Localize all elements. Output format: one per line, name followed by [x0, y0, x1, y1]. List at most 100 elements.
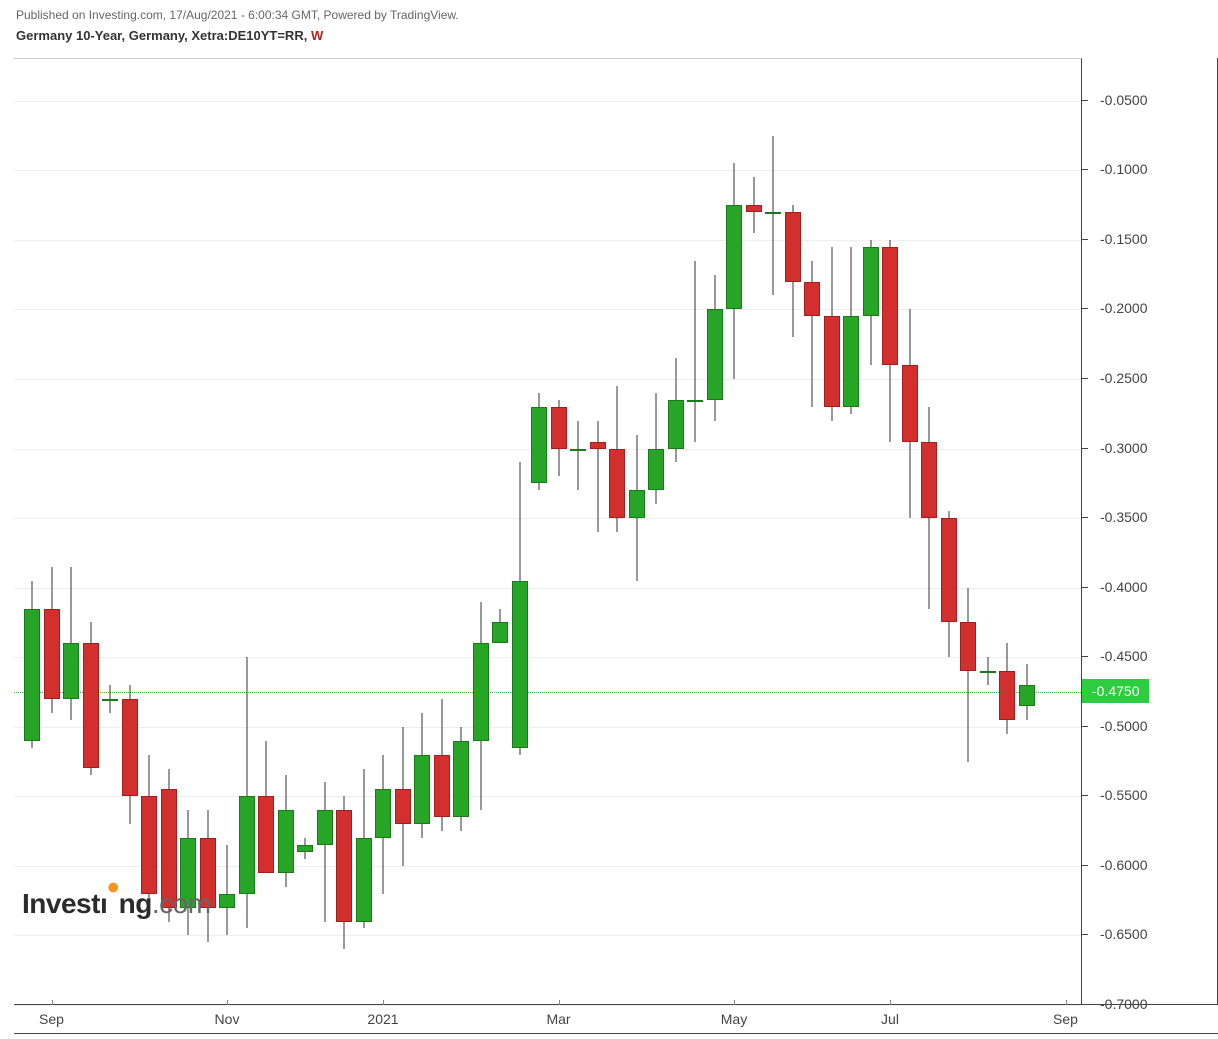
candle[interactable]: [785, 59, 801, 1005]
x-tick: [1066, 1000, 1067, 1005]
candle[interactable]: [161, 59, 177, 1005]
y-tick: [1082, 795, 1088, 796]
x-axis-label: 2021: [367, 1011, 398, 1027]
candle[interactable]: [395, 59, 411, 1005]
candle[interactable]: [336, 59, 352, 1005]
y-axis[interactable]: -0.0500-0.1000-0.1500-0.2000-0.2500-0.30…: [1082, 58, 1218, 1004]
candle[interactable]: [512, 59, 528, 1005]
candle[interactable]: [200, 59, 216, 1005]
candle-body-up: [570, 449, 586, 451]
y-axis-label: -0.6000: [1100, 857, 1147, 873]
x-axis-right-spacer: [1082, 1004, 1218, 1034]
x-axis[interactable]: SepNov2021MarMayJulSep: [14, 1004, 1082, 1034]
x-axis-label: Nov: [215, 1011, 240, 1027]
candle[interactable]: [648, 59, 664, 1005]
candle[interactable]: [824, 59, 840, 1005]
candle[interactable]: [960, 59, 976, 1005]
candle[interactable]: [882, 59, 898, 1005]
candle[interactable]: [258, 59, 274, 1005]
candle-body-up: [765, 212, 781, 214]
candle-body-down: [746, 205, 762, 212]
candle[interactable]: [863, 59, 879, 1005]
candle-wick: [578, 421, 579, 491]
candle-body-up: [278, 810, 294, 873]
candle[interactable]: [180, 59, 196, 1005]
candle[interactable]: [590, 59, 606, 1005]
candle[interactable]: [414, 59, 430, 1005]
candle-body-up: [648, 449, 664, 491]
candle[interactable]: [804, 59, 820, 1005]
candle[interactable]: [83, 59, 99, 1005]
plot-area[interactable]: [14, 58, 1082, 1004]
candle[interactable]: [24, 59, 40, 1005]
candle[interactable]: [687, 59, 703, 1005]
candle[interactable]: [668, 59, 684, 1005]
candle[interactable]: [570, 59, 586, 1005]
candle-body-up: [531, 407, 547, 484]
candle[interactable]: [122, 59, 138, 1005]
candle[interactable]: [765, 59, 781, 1005]
candle-wick: [597, 421, 598, 532]
candle-body-up: [843, 316, 859, 406]
candle-body-down: [882, 247, 898, 365]
candle[interactable]: [453, 59, 469, 1005]
candle[interactable]: [707, 59, 723, 1005]
y-axis-label: -0.3500: [1100, 509, 1147, 525]
candle-wick: [324, 782, 325, 921]
candle[interactable]: [473, 59, 489, 1005]
candle[interactable]: [941, 59, 957, 1005]
candle-body-up: [356, 838, 372, 921]
candle[interactable]: [375, 59, 391, 1005]
candle[interactable]: [297, 59, 313, 1005]
candle[interactable]: [746, 59, 762, 1005]
y-tick: [1082, 448, 1088, 449]
candle[interactable]: [434, 59, 450, 1005]
candle-body-down: [824, 316, 840, 406]
candle[interactable]: [63, 59, 79, 1005]
candle[interactable]: [356, 59, 372, 1005]
y-axis-label: -0.4000: [1100, 579, 1147, 595]
candle[interactable]: [551, 59, 567, 1005]
title-text: Germany 10-Year, Germany, Xetra:DE10YT=R…: [16, 28, 311, 43]
x-tick: [559, 1000, 560, 1005]
candle[interactable]: [629, 59, 645, 1005]
candle[interactable]: [999, 59, 1015, 1005]
wm-dot-icon: •: [107, 869, 118, 907]
candle[interactable]: [531, 59, 547, 1005]
y-tick: [1082, 169, 1088, 170]
candle[interactable]: [317, 59, 333, 1005]
candle-body-down: [336, 810, 352, 921]
candle[interactable]: [278, 59, 294, 1005]
candle[interactable]: [492, 59, 508, 1005]
candle-body-down: [44, 609, 60, 699]
candle[interactable]: [1019, 59, 1035, 1005]
candle[interactable]: [726, 59, 742, 1005]
candle-body-up: [492, 622, 508, 643]
candle[interactable]: [902, 59, 918, 1005]
candle-body-down: [902, 365, 918, 442]
x-tick: [227, 1000, 228, 1005]
candle-body-up: [863, 247, 879, 317]
candle[interactable]: [44, 59, 60, 1005]
y-axis-label: -0.6500: [1100, 926, 1147, 942]
candle[interactable]: [102, 59, 118, 1005]
candle-body-down: [590, 442, 606, 449]
candle[interactable]: [609, 59, 625, 1005]
candle-body-down: [141, 796, 157, 893]
y-axis-label: -0.1000: [1100, 161, 1147, 177]
y-tick: [1082, 934, 1088, 935]
x-axis-label: May: [721, 1011, 747, 1027]
candle[interactable]: [239, 59, 255, 1005]
candle[interactable]: [843, 59, 859, 1005]
candle-body-up: [453, 741, 469, 818]
candle[interactable]: [141, 59, 157, 1005]
candle[interactable]: [219, 59, 235, 1005]
candle-body-up: [687, 400, 703, 402]
candle[interactable]: [921, 59, 937, 1005]
y-axis-label: -0.5000: [1100, 718, 1147, 734]
candle-body-up: [317, 810, 333, 845]
candle-body-up: [297, 845, 313, 852]
candle-wick: [695, 261, 696, 442]
candle-body-down: [83, 643, 99, 768]
candle[interactable]: [980, 59, 996, 1005]
